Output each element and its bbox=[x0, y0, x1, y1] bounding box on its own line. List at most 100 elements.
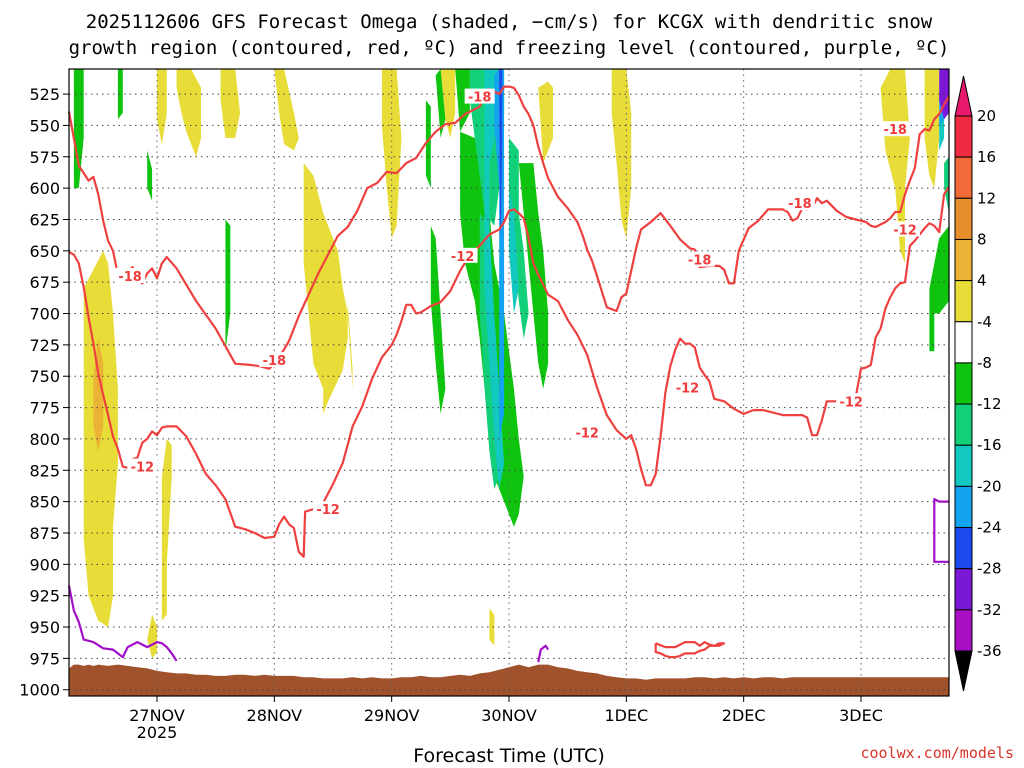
x-axis-ticks: 2025 27NOV 28NOV 29NOV 30NOV 1DEC 2DEC 3DEC bbox=[129, 696, 883, 742]
omega-region bbox=[484, 69, 505, 490]
colorbar-swatch bbox=[954, 403, 973, 446]
watermark: coolwx.com/models bbox=[860, 744, 1014, 762]
omega-region bbox=[924, 69, 940, 189]
omega-region bbox=[430, 225, 446, 414]
colorbar-swatch bbox=[954, 321, 973, 364]
omega-region bbox=[381, 69, 402, 239]
omega-region bbox=[944, 156, 949, 214]
y-tick-label: 1000 bbox=[19, 681, 60, 700]
contour-line bbox=[67, 85, 950, 370]
contour-label: -12 bbox=[893, 224, 917, 239]
contour-label-bg bbox=[784, 195, 815, 211]
y-tick-label: 825 bbox=[29, 461, 60, 480]
colorbar-label: 20 bbox=[977, 107, 996, 125]
y-tick-label: 550 bbox=[29, 116, 60, 135]
x-tick-label: 3DEC bbox=[839, 706, 883, 725]
omega-region bbox=[880, 69, 910, 264]
contour-label: -12 bbox=[316, 503, 340, 518]
contour-label: -18 bbox=[883, 123, 907, 138]
contour-label: -12 bbox=[839, 395, 863, 410]
contour-line bbox=[67, 585, 178, 662]
contour-label-bg bbox=[115, 267, 146, 283]
contour-label: -18 bbox=[688, 254, 712, 269]
omega-region bbox=[509, 188, 519, 314]
colorbar-label: -32 bbox=[977, 601, 1002, 619]
omega-region bbox=[538, 81, 553, 164]
omega-region bbox=[509, 138, 529, 339]
contour-label-bg bbox=[672, 379, 703, 395]
contour-label: -12 bbox=[676, 382, 700, 397]
contour-labels: -18 -18 -18 -18 -18 -18 -12 -12 -12 -12 -12 -12 -12 bbox=[115, 88, 920, 518]
colorbar-label: -20 bbox=[977, 477, 1002, 495]
contour-label-bg bbox=[464, 88, 495, 104]
colorbar-swatch bbox=[954, 115, 973, 158]
omega-region bbox=[440, 69, 456, 138]
contour-label: -18 bbox=[788, 197, 812, 212]
contour-label-bg bbox=[259, 351, 290, 367]
y-tick-label: 750 bbox=[29, 367, 60, 386]
chart-title: 2025112606 GFS Forecast Omega (shaded, −… bbox=[86, 11, 933, 33]
contour-line bbox=[68, 186, 950, 558]
x-tick-label: 2DEC bbox=[722, 706, 766, 725]
omega-region bbox=[93, 338, 104, 452]
contour-label-bg bbox=[880, 121, 911, 137]
colorbar-label: 12 bbox=[977, 189, 996, 207]
omega-region bbox=[425, 100, 431, 189]
contour-label-bg bbox=[127, 458, 158, 474]
y-tick-label: 725 bbox=[29, 336, 60, 355]
contour-label-bg bbox=[313, 501, 344, 517]
omega-region bbox=[157, 69, 167, 145]
colorbar-top-arrow bbox=[954, 75, 973, 117]
colorbar-label: -24 bbox=[977, 519, 1002, 537]
colorbar-swatch bbox=[954, 485, 973, 529]
omega-region bbox=[117, 69, 123, 120]
colorbar-swatch bbox=[954, 609, 973, 652]
colorbar-label: -12 bbox=[977, 395, 1002, 413]
x-tick-label: 1DEC bbox=[604, 706, 648, 725]
colorbar-label: 16 bbox=[977, 148, 996, 166]
contour-line bbox=[933, 498, 949, 563]
x-axis-label: Forecast Time (UTC) bbox=[413, 745, 604, 767]
plot-area: -18 -18 -18 -18 -18 -18 -12 -12 -12 -12 -12 -12 -12 bbox=[67, 68, 950, 697]
contour-label: -18 bbox=[118, 270, 142, 285]
omega-shading bbox=[73, 69, 949, 659]
y-tick-label: 600 bbox=[29, 179, 60, 198]
colorbar-label: -4 bbox=[977, 313, 992, 331]
omega-region bbox=[147, 614, 157, 659]
contour-line bbox=[537, 644, 550, 663]
y-tick-label: 675 bbox=[29, 273, 60, 292]
colorbar-swatch bbox=[954, 156, 973, 199]
omega-region bbox=[73, 69, 84, 189]
colorbar-label: -36 bbox=[977, 642, 1002, 660]
contour-label: -12 bbox=[575, 427, 599, 442]
colorbar-swatch bbox=[954, 238, 973, 282]
y-tick-label: 900 bbox=[29, 555, 60, 574]
y-tick-label: 975 bbox=[29, 649, 60, 668]
y-tick-label: 775 bbox=[29, 399, 60, 418]
colorbar-label: -28 bbox=[977, 560, 1002, 578]
omega-region bbox=[176, 69, 201, 157]
y-tick-label: 650 bbox=[29, 242, 60, 261]
x-tick-label: 27NOV bbox=[129, 706, 185, 725]
y-tick-label: 850 bbox=[29, 493, 60, 512]
contour-label: -12 bbox=[131, 461, 155, 476]
contour-label-bg bbox=[447, 247, 478, 263]
colorbar-swatch bbox=[954, 527, 973, 570]
y-tick-label: 800 bbox=[29, 430, 60, 449]
omega-region bbox=[225, 219, 231, 352]
omega-region bbox=[303, 163, 348, 414]
contour-label: -18 bbox=[263, 354, 287, 369]
colorbar-label: -8 bbox=[977, 354, 992, 372]
colorbar-swatch bbox=[954, 197, 973, 240]
contour-label-bg bbox=[684, 251, 715, 267]
colorbar-swatch bbox=[954, 362, 973, 405]
y-tick-label: 575 bbox=[29, 148, 60, 167]
colorbar-swatch bbox=[954, 280, 973, 323]
colorbar-swatch bbox=[954, 568, 973, 611]
contour-lines bbox=[67, 85, 950, 663]
y-axis-ticks: 525 550 575 600 625 650 675 700 725 750 775 800 825 8… bbox=[19, 85, 69, 700]
colorbar-label: 4 bbox=[977, 272, 987, 290]
colorbar-label: 8 bbox=[977, 230, 987, 248]
omega-region bbox=[161, 438, 172, 621]
